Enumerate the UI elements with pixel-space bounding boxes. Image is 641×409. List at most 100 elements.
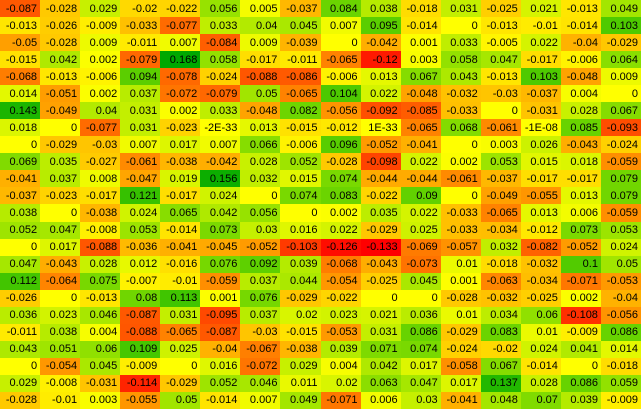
heatmap-cell[interactable]: 0.103 bbox=[600, 17, 641, 35]
heatmap-cell[interactable]: 0.013 bbox=[240, 119, 281, 137]
heatmap-cell[interactable]: 0.011 bbox=[280, 374, 321, 392]
heatmap-cell[interactable]: 0.022 bbox=[360, 85, 401, 103]
heatmap-cell[interactable]: -0.086 bbox=[280, 68, 321, 86]
heatmap-cell[interactable]: 0 bbox=[440, 136, 481, 154]
heatmap-cell[interactable]: 0.075 bbox=[80, 272, 121, 290]
heatmap-cell[interactable]: -0.041 bbox=[160, 238, 201, 256]
heatmap-cell[interactable]: 0.02 bbox=[280, 306, 321, 324]
heatmap-cell[interactable]: -0.085 bbox=[400, 102, 441, 120]
heatmap-cell[interactable]: -0.061 bbox=[120, 153, 161, 171]
heatmap-cell[interactable]: 0.067 bbox=[400, 68, 441, 86]
heatmap-cell[interactable]: 0.041 bbox=[560, 340, 601, 358]
heatmap-cell[interactable]: -0.032 bbox=[480, 289, 521, 307]
heatmap-cell[interactable]: 0.031 bbox=[120, 102, 161, 120]
heatmap-cell[interactable]: -0.108 bbox=[560, 306, 601, 324]
heatmap-cell[interactable]: -0.017 bbox=[560, 170, 601, 188]
heatmap-cell[interactable]: -0.034 bbox=[480, 221, 521, 239]
heatmap-cell[interactable]: 0.073 bbox=[200, 221, 241, 239]
heatmap-cell[interactable]: 0.09 bbox=[400, 187, 441, 205]
heatmap-cell[interactable]: -0.051 bbox=[40, 85, 81, 103]
heatmap-cell[interactable]: 0 bbox=[400, 289, 441, 307]
heatmap-cell[interactable]: 0.047 bbox=[480, 51, 521, 69]
heatmap-cell[interactable]: -0.053 bbox=[320, 323, 361, 341]
heatmap-cell[interactable]: -0.011 bbox=[280, 51, 321, 69]
heatmap-cell[interactable]: -0.027 bbox=[80, 153, 121, 171]
heatmap-cell[interactable]: 0.086 bbox=[600, 323, 641, 341]
heatmap-cell[interactable]: -0.025 bbox=[360, 272, 401, 290]
heatmap-cell[interactable]: -0.041 bbox=[440, 391, 481, 409]
heatmap-cell[interactable]: 0.069 bbox=[0, 153, 41, 171]
heatmap-cell[interactable]: 0.053 bbox=[480, 153, 521, 171]
heatmap-cell[interactable]: -0.017 bbox=[520, 170, 561, 188]
heatmap-cell[interactable]: 0.04 bbox=[80, 102, 121, 120]
heatmap-cell[interactable]: 0.001 bbox=[440, 272, 481, 290]
heatmap-cell[interactable]: -0.054 bbox=[320, 272, 361, 290]
heatmap-cell[interactable]: -0.037 bbox=[520, 85, 561, 103]
heatmap-cell[interactable]: -0.068 bbox=[320, 255, 361, 273]
heatmap-cell[interactable]: 0.002 bbox=[320, 204, 361, 222]
heatmap-cell[interactable]: 0.028 bbox=[560, 102, 601, 120]
heatmap-cell[interactable]: 0.038 bbox=[360, 0, 401, 18]
heatmap-cell[interactable]: 0.019 bbox=[160, 170, 201, 188]
heatmap-cell[interactable]: 0.052 bbox=[200, 374, 241, 392]
heatmap-cell[interactable]: 0.044 bbox=[280, 272, 321, 290]
heatmap-cell[interactable]: -0.029 bbox=[40, 136, 81, 154]
heatmap-cell[interactable]: -0.009 bbox=[560, 323, 601, 341]
heatmap-cell[interactable]: 0.022 bbox=[400, 204, 441, 222]
heatmap-cell[interactable]: 0.079 bbox=[600, 170, 641, 188]
heatmap-cell[interactable]: -0.012 bbox=[520, 221, 561, 239]
heatmap-cell[interactable]: 0.017 bbox=[400, 357, 441, 375]
heatmap-cell[interactable]: 0.083 bbox=[320, 187, 361, 205]
heatmap-cell[interactable]: -0.12 bbox=[360, 51, 401, 69]
heatmap-cell[interactable]: -0.047 bbox=[120, 170, 161, 188]
heatmap-cell[interactable]: 0.018 bbox=[560, 153, 601, 171]
heatmap-cell[interactable]: 0.023 bbox=[320, 306, 361, 324]
heatmap-cell[interactable]: 0.004 bbox=[560, 85, 601, 103]
heatmap-cell[interactable]: 0.074 bbox=[400, 340, 441, 358]
heatmap-cell[interactable]: -0.078 bbox=[160, 68, 201, 86]
heatmap-cell[interactable]: 0.034 bbox=[480, 306, 521, 324]
heatmap-cell[interactable]: 0.006 bbox=[560, 204, 601, 222]
heatmap-cell[interactable]: 0.031 bbox=[160, 306, 201, 324]
heatmap-cell[interactable]: 0.103 bbox=[520, 68, 561, 86]
heatmap-cell[interactable]: 0.017 bbox=[160, 136, 201, 154]
heatmap-cell[interactable]: 0.047 bbox=[0, 255, 41, 273]
heatmap-cell[interactable]: 0 bbox=[560, 357, 601, 375]
heatmap-cell[interactable]: 0.073 bbox=[560, 221, 601, 239]
heatmap-cell[interactable]: 0.007 bbox=[200, 136, 241, 154]
heatmap-cell[interactable]: 0.039 bbox=[280, 255, 321, 273]
heatmap-cell[interactable]: -0.077 bbox=[160, 17, 201, 35]
heatmap-cell[interactable]: 0.022 bbox=[520, 34, 561, 52]
heatmap-cell[interactable]: -0.029 bbox=[440, 323, 481, 341]
heatmap-cell[interactable]: 0.032 bbox=[240, 170, 281, 188]
heatmap-cell[interactable]: 0.096 bbox=[320, 136, 361, 154]
heatmap-cell[interactable]: 0.037 bbox=[240, 272, 281, 290]
heatmap-cell[interactable]: -0.065 bbox=[320, 51, 361, 69]
heatmap-cell[interactable]: -0.014 bbox=[200, 391, 241, 409]
heatmap-cell[interactable]: 0.024 bbox=[600, 238, 641, 256]
heatmap-cell[interactable]: 0.05 bbox=[240, 85, 281, 103]
heatmap-cell[interactable]: 0.037 bbox=[240, 306, 281, 324]
heatmap-cell[interactable]: -0.038 bbox=[160, 153, 201, 171]
heatmap-cell[interactable]: 0.056 bbox=[240, 204, 281, 222]
heatmap-cell[interactable]: -0.067 bbox=[240, 340, 281, 358]
heatmap-cell[interactable]: -0.048 bbox=[400, 85, 441, 103]
heatmap-cell[interactable]: 0.031 bbox=[360, 323, 401, 341]
heatmap-cell[interactable]: 0.113 bbox=[160, 289, 201, 307]
heatmap-cell[interactable]: -0.033 bbox=[440, 102, 481, 120]
heatmap-cell[interactable]: -0.013 bbox=[0, 17, 41, 35]
heatmap-cell[interactable]: 0.121 bbox=[120, 187, 161, 205]
heatmap-cell[interactable]: 0.095 bbox=[360, 17, 401, 35]
heatmap-cell[interactable]: -0.045 bbox=[200, 238, 241, 256]
heatmap-cell[interactable]: -0.065 bbox=[480, 204, 521, 222]
heatmap-cell[interactable]: 0.013 bbox=[360, 68, 401, 86]
heatmap-cell[interactable]: 0 bbox=[160, 357, 201, 375]
heatmap-cell[interactable]: -0.022 bbox=[360, 187, 401, 205]
heatmap-cell[interactable]: -0.068 bbox=[0, 68, 41, 86]
heatmap-cell[interactable]: -0.056 bbox=[600, 306, 641, 324]
heatmap-cell[interactable]: 0.06 bbox=[80, 340, 121, 358]
heatmap-cell[interactable]: -0.005 bbox=[480, 34, 521, 52]
heatmap-cell[interactable]: 0.01 bbox=[440, 306, 481, 324]
heatmap-cell[interactable]: 0.045 bbox=[280, 17, 321, 35]
heatmap-cell[interactable]: 0.003 bbox=[480, 136, 521, 154]
